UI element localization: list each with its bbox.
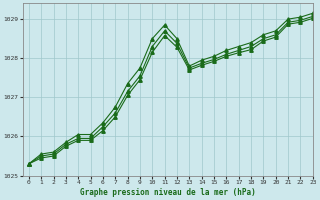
X-axis label: Graphe pression niveau de la mer (hPa): Graphe pression niveau de la mer (hPa) — [80, 188, 256, 197]
